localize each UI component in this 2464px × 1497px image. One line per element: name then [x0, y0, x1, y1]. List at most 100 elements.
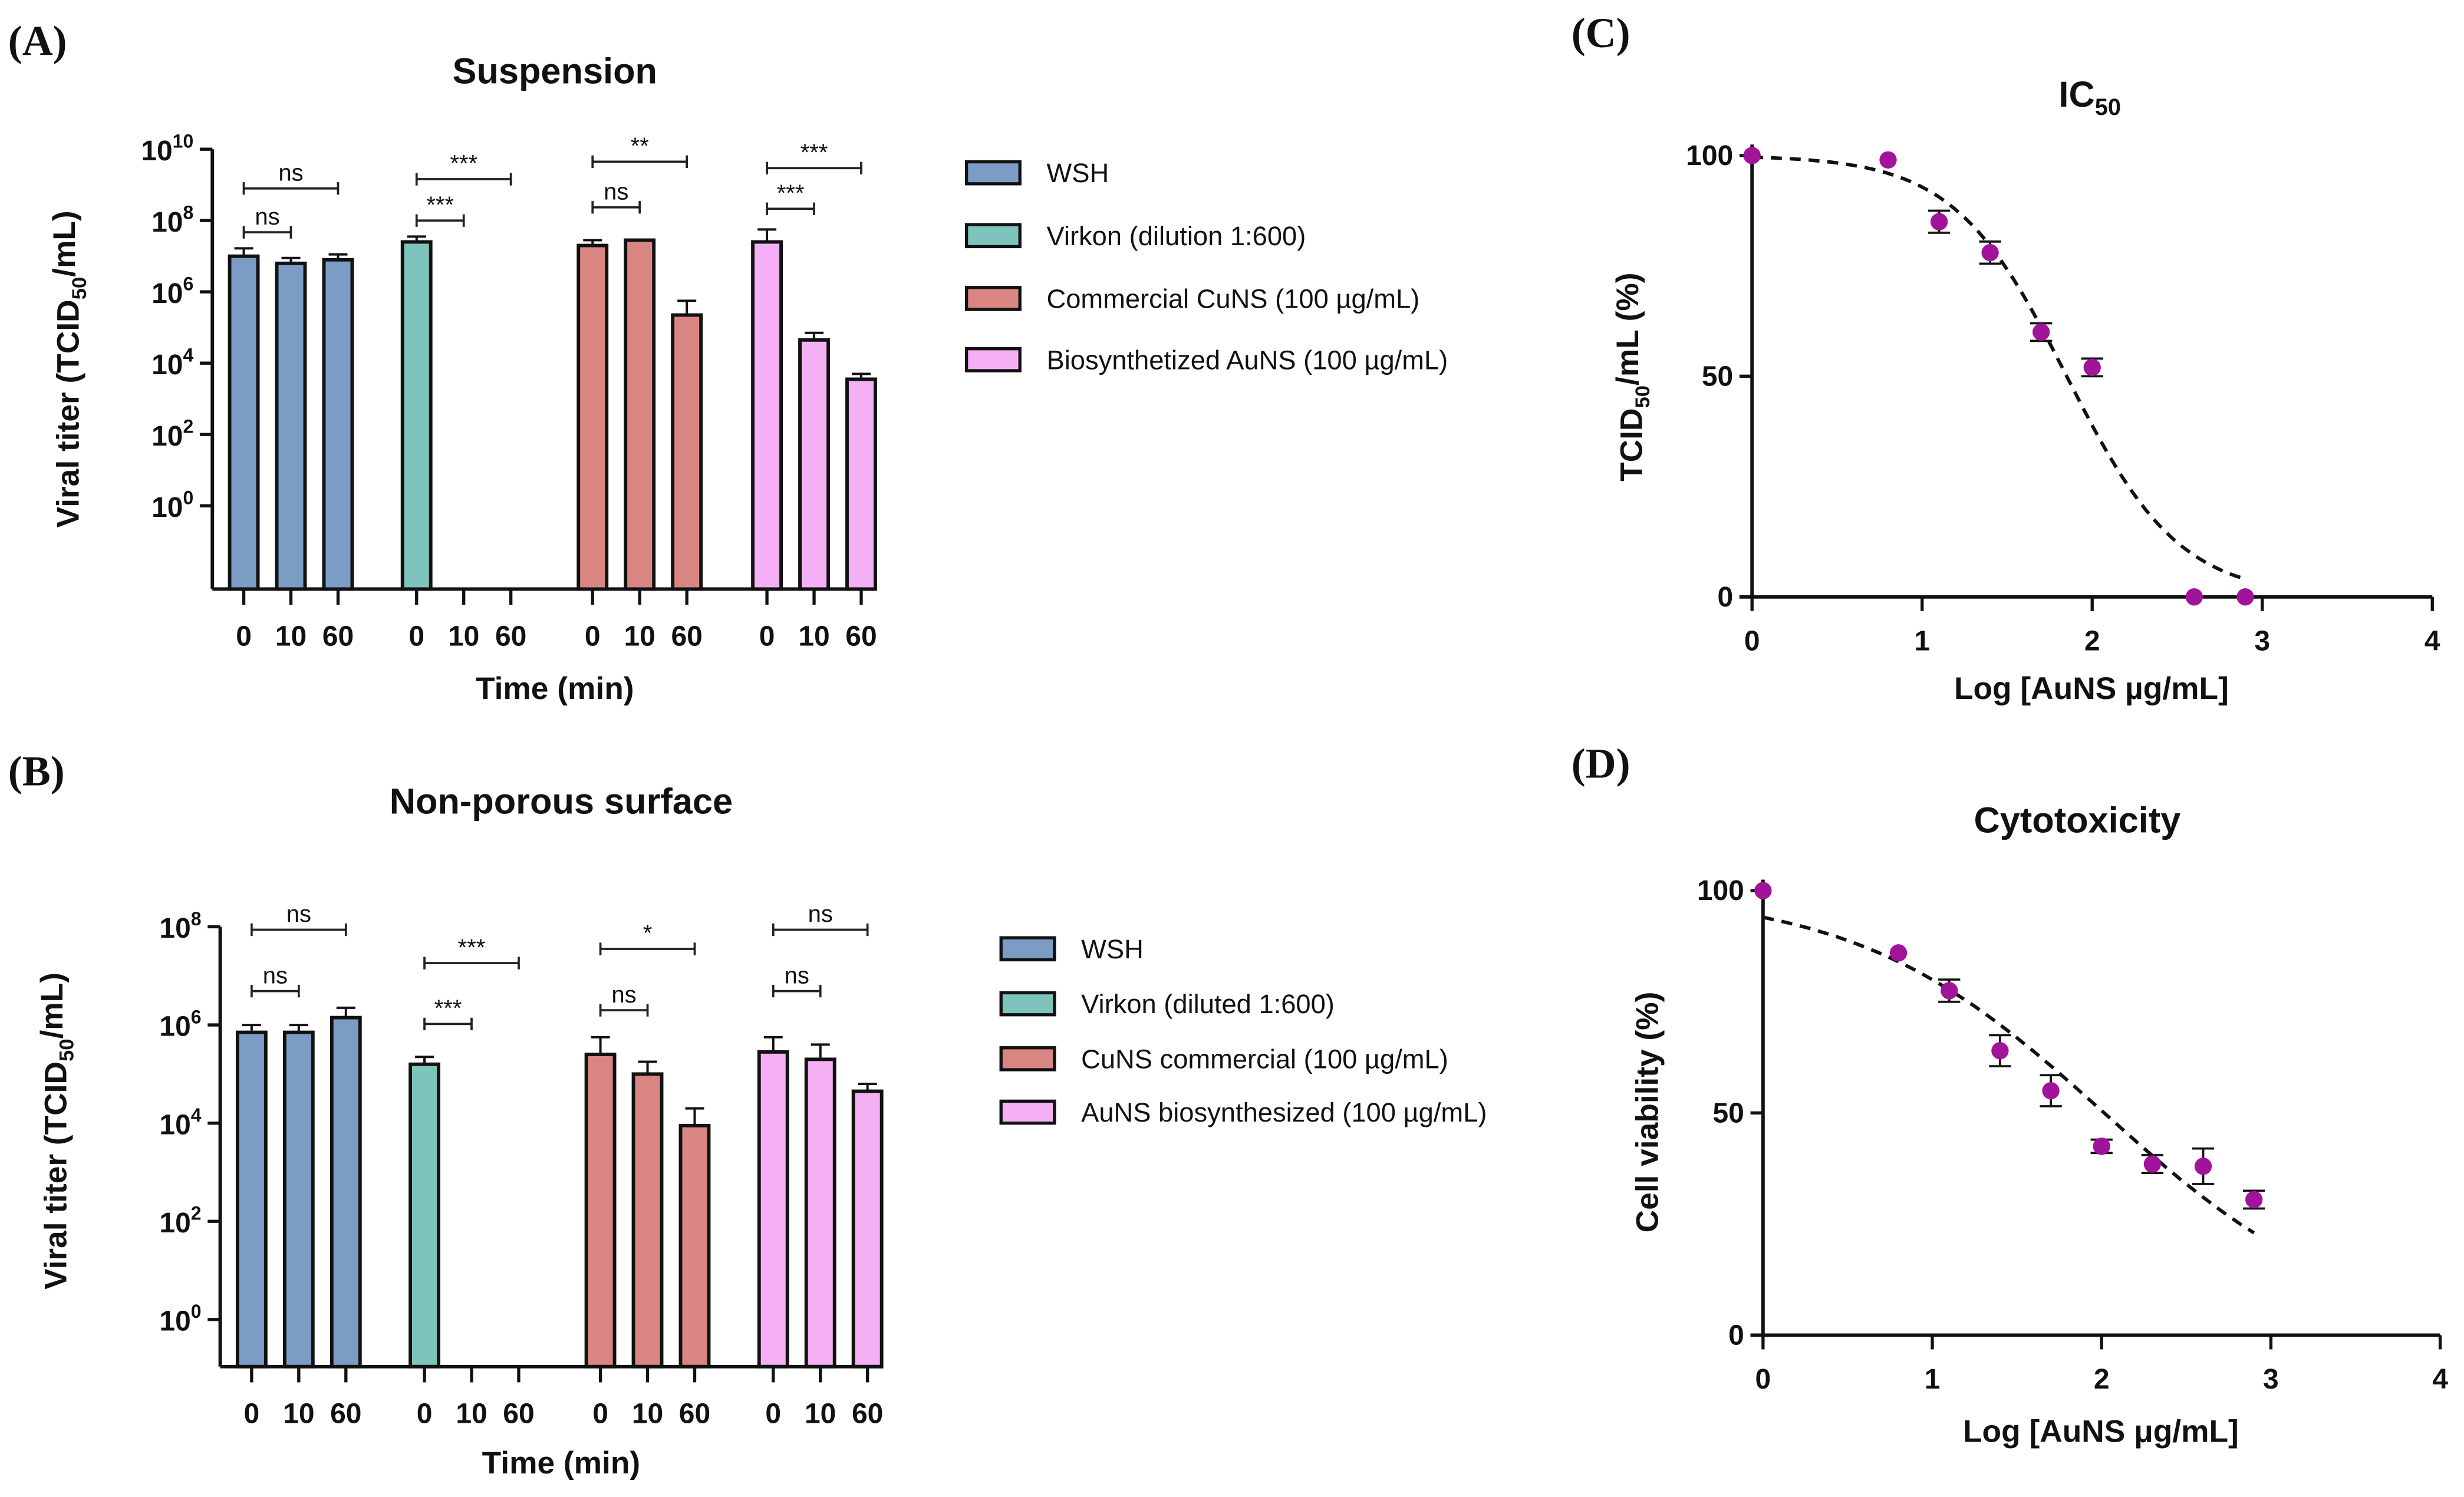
data-point [2236, 588, 2254, 606]
y-axis-label-part: TCID [1615, 408, 1649, 481]
y-tick-base: 10 [141, 136, 172, 167]
bar [678, 1123, 711, 1369]
significance-label: *** [458, 935, 486, 961]
bar [409, 1062, 440, 1369]
y-tick-label: 106 [151, 273, 193, 309]
y-tick-label: 108 [151, 202, 193, 238]
x-tick-label: 10 [632, 1399, 663, 1430]
data-point [1743, 147, 1761, 164]
y-tick-label: 100 [1686, 140, 1733, 172]
y-tick-base: 10 [159, 1305, 190, 1337]
y-tick-base: 10 [151, 349, 183, 381]
significance-label: ns [286, 901, 311, 927]
bar [751, 240, 783, 591]
chart-title-part: IC [2058, 74, 2094, 114]
bar [322, 258, 354, 591]
data-point [2194, 1158, 2212, 1175]
data-point [2245, 1191, 2263, 1209]
x-tick-label: 2 [2084, 625, 2100, 657]
y-tick-label: 102 [151, 416, 193, 452]
x-tick-label: 0 [244, 1399, 260, 1430]
y-tick-base: 10 [159, 1109, 190, 1140]
x-tick-label: 10 [624, 621, 655, 652]
legend-label: Biosynthetized AuNS (100 µg/mL) [1046, 345, 1448, 375]
y-axis-label-part: 50 [55, 1039, 78, 1062]
x-tick-label: 3 [2254, 625, 2270, 657]
y-tick-exponent: 2 [183, 416, 193, 437]
x-tick-label: 60 [322, 621, 354, 652]
y-axis-label-part: /mL) [47, 210, 82, 277]
significance-label: ns [263, 962, 288, 988]
x-tick-label: 0 [236, 621, 252, 652]
data-point [1991, 1042, 2009, 1060]
y-tick-label: 104 [159, 1104, 201, 1140]
y-tick-exponent: 2 [191, 1203, 202, 1224]
bar [228, 254, 260, 591]
significance-label: *** [450, 151, 477, 177]
legend-swatch [964, 286, 1022, 311]
data-point [2042, 1081, 2060, 1100]
data-point [1941, 982, 1958, 1000]
y-axis-label-part: 50 [1632, 385, 1654, 408]
significance-label: ns [785, 962, 809, 988]
bar [282, 1030, 315, 1369]
data-point [2083, 358, 2101, 377]
significance-label: * [643, 921, 653, 947]
x-tick-label: 60 [845, 621, 877, 652]
significance-label: ns [278, 160, 303, 186]
bar [577, 243, 609, 591]
x-tick-label: 0 [417, 1399, 433, 1430]
y-tick-base: 10 [151, 421, 183, 452]
bar [671, 313, 703, 591]
y-tick-label: 106 [159, 1006, 201, 1042]
data-point [1889, 944, 1908, 962]
chart-title: Suspension [453, 51, 657, 91]
bar [275, 261, 307, 591]
x-tick-label: 10 [798, 621, 829, 652]
x-tick-label: 10 [283, 1399, 314, 1430]
x-tick-label: 60 [671, 621, 702, 652]
bar [804, 1057, 836, 1369]
y-tick-label: 108 [159, 908, 201, 944]
data-point [2093, 1137, 2110, 1155]
significance-label: ns [611, 982, 636, 1008]
significance-label: ** [631, 133, 649, 159]
x-tick-label: 60 [503, 1399, 534, 1430]
y-tick-exponent: 6 [183, 273, 193, 295]
y-tick-label: 102 [159, 1203, 201, 1239]
legend-swatch [964, 347, 1022, 372]
x-axis-label: Time (min) [476, 671, 634, 706]
y-tick-base: 10 [159, 1208, 190, 1239]
x-tick-label: 60 [852, 1399, 883, 1430]
x-tick-label: 4 [2432, 1364, 2448, 1395]
x-tick-label: 1 [1914, 625, 1930, 657]
significance-label: *** [777, 180, 805, 206]
data-point [2033, 323, 2050, 341]
panel-label: (B) [8, 748, 65, 795]
y-tick-label: 0 [1718, 582, 1734, 613]
x-tick-label: 60 [679, 1399, 710, 1430]
legend-label: CuNS commercial (100 µg/mL) [1081, 1044, 1448, 1074]
fit-curve [1763, 915, 2255, 1235]
x-axis-label: Log [AuNS μg/mL] [1963, 1414, 2239, 1449]
bar [330, 1015, 362, 1369]
legend-label: Virkon (dilution 1:600) [1046, 221, 1306, 251]
legend-swatch [999, 936, 1056, 962]
y-tick-base: 10 [151, 278, 183, 309]
legend-swatch [999, 991, 1056, 1017]
y-axis-label: Viral titer (TCID50/mL) [35, 972, 78, 1290]
x-tick-label: 0 [1755, 1364, 1771, 1395]
x-tick-label: 0 [759, 621, 775, 652]
bar [584, 1053, 617, 1369]
legend-swatch [964, 223, 1022, 249]
significance-label: *** [801, 140, 828, 166]
x-axis-label: Log [AuNS µg/mL] [1954, 671, 2229, 706]
y-axis-label-part: /mL) [35, 972, 70, 1039]
x-tick-label: 10 [448, 621, 479, 652]
chart-title: Cytotoxicity [1974, 800, 2181, 840]
bar [851, 1089, 884, 1369]
legend-swatch [999, 1099, 1056, 1125]
